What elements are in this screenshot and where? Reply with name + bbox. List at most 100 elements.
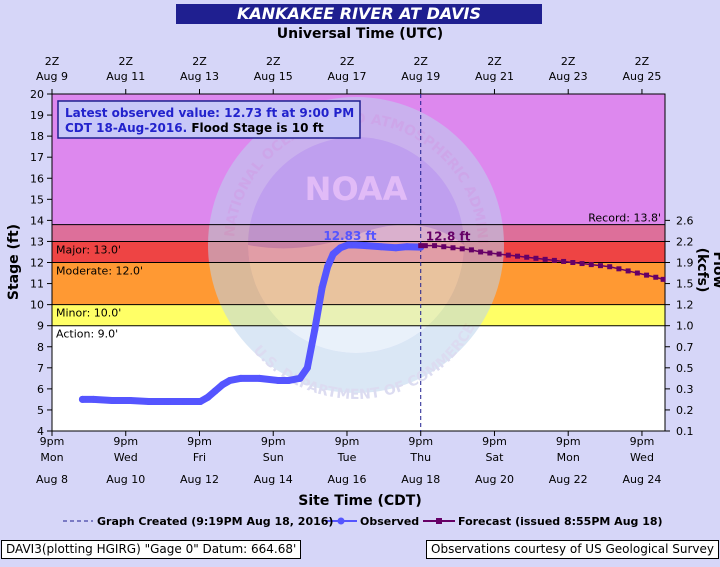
x-tick-label-date: Aug 18 <box>401 473 440 486</box>
y-tick-label-left: 18 <box>30 130 44 143</box>
y-tick-label-right: 0.5 <box>676 362 694 375</box>
watermark-logo-text: NOAA <box>305 170 408 208</box>
x-tick-label-day: Wed <box>114 451 138 464</box>
y-tick-label-left: 11 <box>30 278 44 291</box>
y-tick-label-left: 17 <box>30 151 44 164</box>
forecast-point <box>459 246 465 252</box>
observed-point <box>145 398 153 406</box>
x-tick-top-label-zulu: 2Z <box>118 55 133 68</box>
forecast-point <box>588 262 594 268</box>
y-tick-label-left: 6 <box>37 383 44 396</box>
legend-forecast-label: Forecast (issued 8:55PM Aug 18) <box>458 515 663 528</box>
legend-created-label: Graph Created (9:19PM Aug 18, 2016) <box>97 515 334 528</box>
observed-point <box>196 398 204 406</box>
flood-label-minor: Minor: 10.0' <box>56 307 121 320</box>
observed-point <box>219 381 227 389</box>
y-tick-label-left: 19 <box>30 109 44 122</box>
y-tick-label-right: 1.2 <box>676 299 694 312</box>
observed-point <box>311 326 319 334</box>
forecast-point <box>524 254 530 260</box>
x-tick-label-time: 9pm <box>113 435 138 448</box>
observed-point <box>211 387 219 395</box>
observation-credit-box: Observations courtesy of US Geological S… <box>426 540 719 559</box>
x-tick-label-date: Aug 16 <box>327 473 366 486</box>
y-tick-label-right: 2.2 <box>676 235 694 248</box>
x-tick-top-label-zulu: 2Z <box>340 55 355 68</box>
observed-peak-label: 12.83 ft <box>323 229 376 243</box>
observed-point <box>182 398 190 406</box>
observed-point <box>403 243 411 251</box>
x-tick-label-time: 9pm <box>630 435 655 448</box>
forecast-point <box>432 243 438 249</box>
x-tick-label-date: Aug 12 <box>180 473 219 486</box>
observation-credit-text: Observations courtesy of US Geological S… <box>431 542 714 556</box>
info-box-line1: Latest observed value: 12.73 ft at 9:00 … <box>65 106 354 120</box>
watermark-wave <box>248 224 464 353</box>
gauge-datum-text: DAVI3(plotting HGIRG) "Gage 0" Datum: 66… <box>6 542 297 556</box>
x-tick-top-label-zulu: 2Z <box>635 55 650 68</box>
x-tick-label-time: 9pm <box>408 435 433 448</box>
y-axis-right-title: Flow (kcfs) <box>694 247 720 293</box>
latest-observation-box: Latest observed value: 12.73 ft at 9:00 … <box>57 100 361 139</box>
forecast-point <box>625 268 631 274</box>
forecast-point <box>644 272 650 278</box>
y-tick-label-right: 1.9 <box>676 257 694 270</box>
x-tick-top-label-zulu: 2Z <box>487 55 502 68</box>
observed-point <box>108 396 116 404</box>
observed-point <box>392 244 400 252</box>
forecast-point <box>561 258 567 264</box>
x-tick-top-label-zulu: 2Z <box>266 55 281 68</box>
top-axis-title: Universal Time (UTC) <box>276 26 444 42</box>
forecast-point <box>496 251 502 257</box>
legend-markers <box>63 517 455 525</box>
forecast-point <box>533 255 539 261</box>
legend-observed-label: Observed <box>360 515 420 528</box>
forecast-series-line <box>420 244 664 281</box>
observed-point <box>362 242 370 250</box>
forecast-point <box>607 264 613 270</box>
legend-observed-marker <box>337 517 345 525</box>
forecast-point <box>570 260 576 265</box>
forecast-point <box>542 256 548 262</box>
forecast-point <box>616 266 622 272</box>
observed-point <box>351 241 359 249</box>
legend-forecast-marker <box>436 518 442 524</box>
gauge-datum-box: DAVI3(plotting HGIRG) "Gage 0" Datum: 66… <box>1 540 302 559</box>
x-tick-label-time: 9pm <box>187 435 212 448</box>
x-tick-label-time: 9pm <box>261 435 286 448</box>
y-tick-label-left: 9 <box>37 320 44 333</box>
x-tick-top-label-zulu: 2Z <box>413 55 428 68</box>
y-tick-label-right: 2.6 <box>676 214 694 227</box>
x-tick-label-time: 9pm <box>556 435 581 448</box>
observed-point <box>303 364 311 372</box>
x-tick-top-label-zulu: 2Z <box>192 55 207 68</box>
forecast-point <box>505 252 511 258</box>
y-tick-label-right: 1.0 <box>676 320 694 333</box>
x-tick-label-day: Sat <box>485 451 504 464</box>
observed-point <box>126 396 134 404</box>
y-tick-label-right: 0.1 <box>676 425 694 438</box>
forecast-point <box>634 270 640 276</box>
bottom-axis-title: Site Time (CDT) <box>298 493 422 509</box>
observed-point <box>255 374 263 382</box>
x-tick-top-label-date: Aug 23 <box>549 70 588 83</box>
forecast-point <box>551 257 557 263</box>
x-tick-label-date: Aug 14 <box>254 473 293 486</box>
forecast-crest-label: 12.8 ft <box>426 230 471 244</box>
x-tick-label-date: Aug 24 <box>622 473 661 486</box>
info-box-frame <box>57 100 361 139</box>
observed-point <box>318 284 326 292</box>
forecast-point <box>660 276 666 282</box>
x-tick-label-date: Aug 8 <box>36 473 68 486</box>
observed-point <box>337 244 345 252</box>
y-tick-label-left: 16 <box>30 172 44 185</box>
y-tick-label-right: 1.5 <box>676 278 694 291</box>
forecast-point <box>468 247 474 253</box>
x-tick-top-label-date: Aug 21 <box>475 70 514 83</box>
x-tick-top-label-date: Aug 9 <box>36 70 68 83</box>
y-tick-label-left: 5 <box>37 404 44 417</box>
forecast-point <box>487 250 493 256</box>
forecast-point <box>418 243 424 249</box>
x-tick-top-label-zulu: 2Z <box>561 55 576 68</box>
flood-label-action: Action: 9.0' <box>56 328 118 341</box>
